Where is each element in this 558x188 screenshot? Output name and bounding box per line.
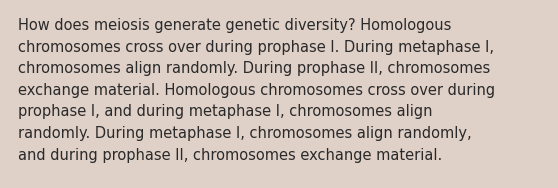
Text: How does meiosis generate genetic diversity? Homologous
chromosomes cross over d: How does meiosis generate genetic divers… (18, 18, 495, 163)
